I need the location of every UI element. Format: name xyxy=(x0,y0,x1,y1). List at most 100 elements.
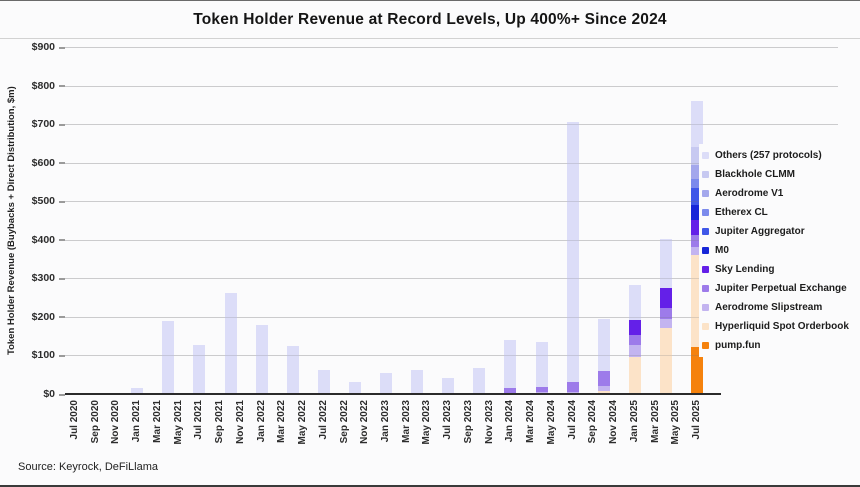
legend-swatch xyxy=(702,228,709,235)
bar-segment xyxy=(691,100,703,148)
x-tick-label: Jan 2021 xyxy=(131,400,143,443)
x-tick-label: Jan 2022 xyxy=(255,400,267,443)
x-tick-label: May 2024 xyxy=(545,400,557,445)
x-tick-label: Mar 2022 xyxy=(276,400,288,443)
legend-label: Aerodrome V1 xyxy=(715,188,784,199)
bar-segment xyxy=(691,235,703,248)
x-tick-label: May 2021 xyxy=(172,400,184,445)
legend-swatch xyxy=(702,190,709,197)
bar xyxy=(473,367,486,394)
bar-segment xyxy=(255,324,268,394)
y-tick-mark xyxy=(59,123,65,126)
gridline xyxy=(65,316,838,318)
x-tick-label: Sep 2020 xyxy=(89,400,101,444)
x-tick-label: Jul 2022 xyxy=(317,400,329,440)
bar-segment xyxy=(628,284,641,320)
bar-segment xyxy=(193,345,206,394)
x-tick-label: Mar 2021 xyxy=(151,400,163,443)
bar-segment xyxy=(473,367,486,394)
legend-item: Hyperliquid Spot Orderbook xyxy=(702,317,849,336)
gridline xyxy=(65,162,838,164)
y-tick-mark xyxy=(59,85,65,88)
legend-swatch xyxy=(702,152,709,159)
bar-segment xyxy=(286,346,299,394)
gridline xyxy=(65,278,838,280)
x-tick-label: Nov 2022 xyxy=(359,400,371,444)
legend-item: Jupiter Perpetual Exchange xyxy=(702,279,849,298)
top-border-line xyxy=(0,0,860,1)
bar-segment xyxy=(131,388,144,394)
gridline xyxy=(65,85,838,87)
gridline xyxy=(65,162,838,164)
y-tick-mark xyxy=(59,162,65,165)
gridline xyxy=(65,355,838,357)
bar-segment xyxy=(317,369,330,394)
x-tick-label: May 2022 xyxy=(297,400,309,445)
bar-segment xyxy=(659,239,672,289)
y-tick-mark xyxy=(59,46,65,49)
gridline xyxy=(65,239,838,241)
bar-segment xyxy=(659,328,672,394)
bottom-border-line xyxy=(0,485,860,487)
legend-swatch xyxy=(702,247,709,254)
x-axis-line xyxy=(65,393,721,395)
bar-segment xyxy=(597,386,610,391)
y-tick-label: $700 xyxy=(31,118,55,131)
gridline xyxy=(65,201,838,203)
bar-segment xyxy=(535,341,548,388)
bar-segment xyxy=(380,372,392,394)
bar-segment xyxy=(628,335,641,346)
bar xyxy=(659,239,672,394)
x-tick-label: Nov 2021 xyxy=(234,400,246,444)
bar-segment xyxy=(628,319,641,335)
y-tick-mark xyxy=(59,316,65,319)
bar-segment xyxy=(659,288,672,309)
source-text: Source: Keyrock, DeFiLlama xyxy=(18,461,158,473)
x-tick-label: Sep 2021 xyxy=(214,400,226,444)
x-tick-label: Jan 2024 xyxy=(504,400,516,443)
x-tick-label: Jan 2023 xyxy=(380,400,391,443)
x-tick-label: Sep 2023 xyxy=(462,400,474,444)
gridline xyxy=(65,355,838,357)
x-tick-label: Nov 2020 xyxy=(110,400,122,444)
legend-label: pump.fun xyxy=(715,340,761,351)
gridline xyxy=(65,316,838,318)
bar-segment xyxy=(348,382,361,394)
y-tick-label: $200 xyxy=(31,310,55,323)
x-tick-label: Mar 2025 xyxy=(649,400,661,443)
legend-label: Jupiter Perpetual Exchange xyxy=(715,283,847,294)
gridline xyxy=(65,124,838,126)
bar-segment xyxy=(659,319,672,329)
legend-item: Sky Lending xyxy=(702,260,849,279)
legend-item: Others (257 protocols) xyxy=(702,146,849,165)
y-tick-label: $0 xyxy=(43,388,55,400)
legend-swatch xyxy=(702,342,709,349)
bar xyxy=(691,100,703,394)
gridline xyxy=(65,47,838,48)
legend-label: Etherex CL xyxy=(715,207,768,218)
legend-label: Jupiter Aggregator xyxy=(715,226,805,237)
y-tick-mark xyxy=(59,354,65,357)
x-tick-label: Mar 2023 xyxy=(400,400,412,443)
y-tick-mark xyxy=(59,393,65,396)
x-tick-label: May 2023 xyxy=(421,400,433,445)
bar-segment xyxy=(597,318,610,371)
legend: Others (257 protocols) Blackhole CLMM Aero… xyxy=(699,144,853,357)
bar-segment xyxy=(597,370,610,387)
bar xyxy=(442,377,455,394)
bar xyxy=(348,382,361,394)
x-tick-label: Sep 2024 xyxy=(587,400,599,444)
bar xyxy=(131,388,144,394)
legend-label: Hyperliquid Spot Orderbook xyxy=(715,321,849,332)
bar-segment xyxy=(691,247,703,256)
bar-segment xyxy=(442,377,455,394)
legend-swatch xyxy=(702,266,709,273)
legend-label: Aerodrome Slipstream xyxy=(715,302,823,313)
legend-label: Sky Lending xyxy=(715,264,775,275)
bar-segment xyxy=(504,340,517,389)
x-tick-label: Nov 2023 xyxy=(483,400,495,444)
legend-label: M0 xyxy=(715,245,729,256)
bar xyxy=(317,369,330,394)
bar-segment xyxy=(597,390,610,394)
